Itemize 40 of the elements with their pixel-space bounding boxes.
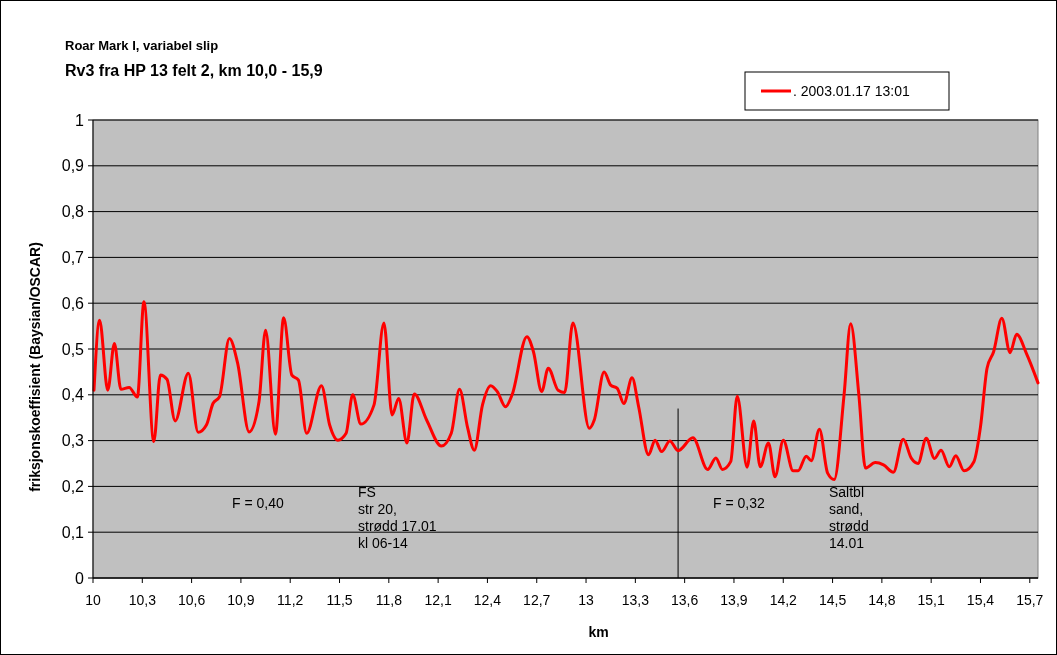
y-tick-label: 1 (75, 111, 85, 129)
y-tick-label: 0,9 (61, 157, 85, 175)
x-tick-label: 11,8 (375, 592, 403, 608)
legend-label: . 2003.01.17 13:01 (793, 83, 910, 99)
x-tick-label: 14,8 (868, 592, 896, 608)
x-tick-label: 10,6 (177, 592, 206, 608)
x-tick-label: 10,9 (227, 592, 255, 608)
x-tick-label: 13 (578, 592, 595, 608)
x-tick-label: 13,6 (671, 592, 699, 608)
chart-subtitle: Roar Mark I, variabel slip (65, 38, 219, 53)
x-tick-label: 10,3 (128, 592, 157, 608)
y-tick-label: 0,8 (61, 203, 85, 221)
x-tick-label: 14,5 (818, 592, 847, 608)
annotation: Saltbl sand, strødd 14.01 (829, 484, 869, 551)
y-tick-label: 0,1 (61, 523, 85, 541)
y-tick-label: 0 (75, 569, 85, 587)
y-tick-label: 0,5 (61, 340, 85, 358)
y-tick-label: 0,2 (61, 477, 85, 495)
x-tick-label: 15,1 (917, 592, 946, 608)
x-tick-label: 12,1 (424, 592, 452, 608)
chart-title: Rv3 fra HP 13 felt 2, km 10,0 - 15,9 (65, 62, 323, 79)
x-axis-title: km (588, 624, 609, 640)
y-tick-label: 0,6 (61, 294, 85, 312)
x-tick-label: 11,2 (277, 592, 304, 608)
x-tick-label: 12,4 (473, 592, 502, 608)
x-tick-label: 15,7 (1016, 592, 1044, 608)
annotation: F = 0,32 (713, 495, 765, 511)
x-tick-label: 13,9 (720, 592, 748, 608)
annotation: FS str 20, strødd 17.01 kl 06-14 (358, 484, 437, 551)
x-tick-label: 14,2 (769, 592, 798, 608)
x-tick-label: 12,7 (523, 592, 551, 608)
y-axis-title: friksjonskoeffisient (Baysian/OSCAR) (27, 242, 43, 492)
annotation: F = 0,40 (232, 495, 284, 511)
x-tick-label: 13,3 (621, 592, 650, 608)
x-tick-label: 10 (85, 592, 101, 608)
y-tick-label: 0,7 (61, 248, 85, 266)
y-tick-label: 0,3 (61, 432, 85, 450)
y-tick-label: 0,4 (61, 386, 85, 404)
x-tick-label: 15,4 (966, 592, 995, 608)
x-tick-label: 11,5 (326, 592, 353, 608)
